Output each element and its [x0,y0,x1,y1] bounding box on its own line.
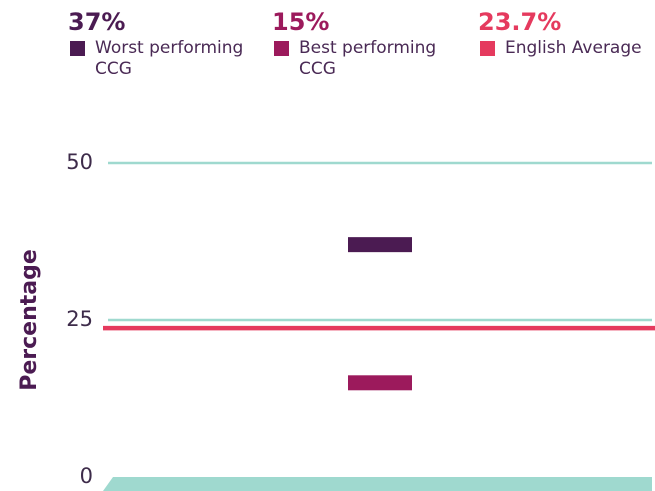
y-tick-label: 25 [66,307,93,331]
legend-value: 15% [272,8,330,36]
legend-value: 23.7% [478,8,562,36]
legend-swatch [480,41,495,56]
y-axis-label: Percentage [17,249,42,391]
legend-value: 37% [68,8,126,36]
legend-label: Best performing CCG [299,38,437,79]
legend-swatch [70,41,85,56]
legend-row: Worst performing CCG [68,38,258,80]
legend-label: Worst performing CCG [95,38,244,79]
marker-bar [348,375,412,391]
legend-row: English Average [478,38,655,59]
legend-item: 23.7% English Average [478,6,655,59]
legend-item: 15% Best performing CCG [272,6,462,80]
legend-label: English Average [505,38,642,58]
y-tick-label: 0 [80,464,93,488]
legend-row: Best performing CCG [272,38,462,80]
legend-swatch [274,41,289,56]
marker-bar [348,237,412,253]
y-tick-label: 50 [66,150,93,174]
legend-item: 37% Worst performing CCG [68,6,258,80]
baseline [103,477,652,491]
